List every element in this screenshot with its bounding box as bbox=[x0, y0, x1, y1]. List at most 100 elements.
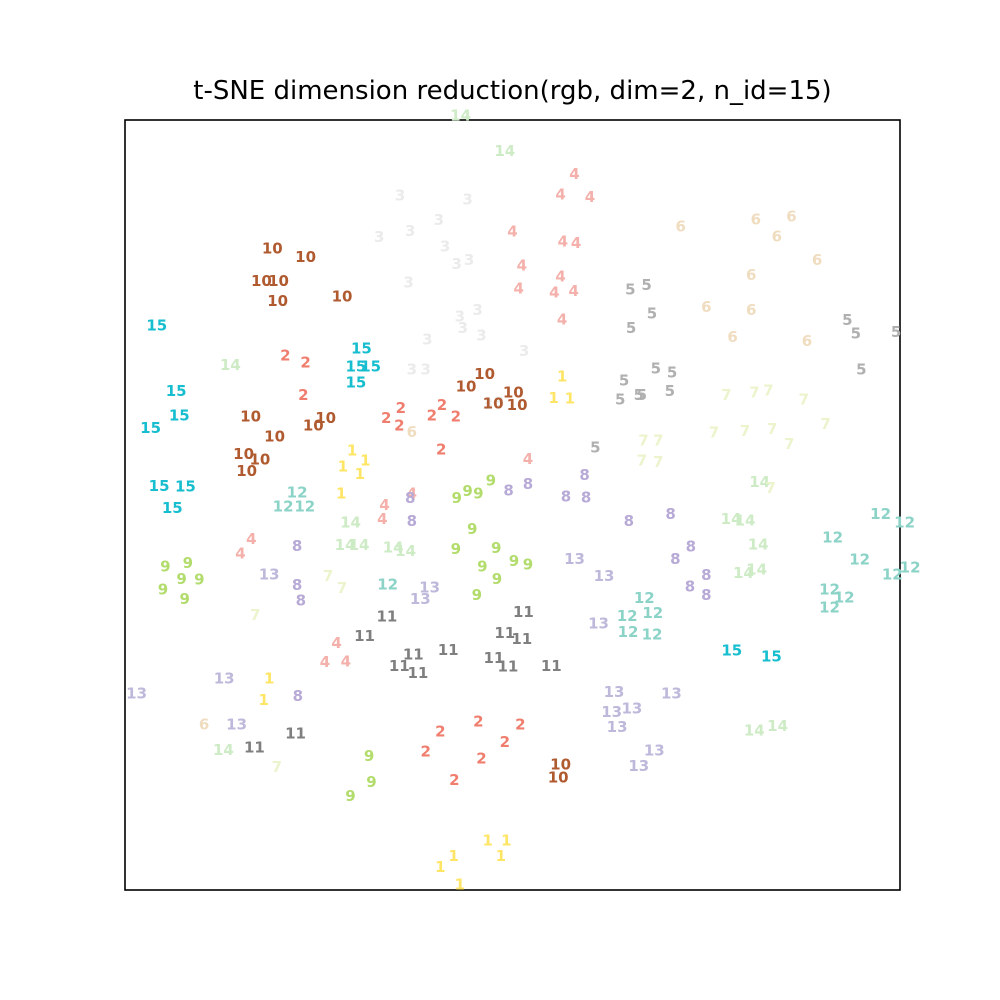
point-label-id-2: 2 bbox=[500, 733, 510, 751]
point-label-id-14: 14 bbox=[748, 535, 769, 553]
point-label-id-3: 3 bbox=[458, 319, 468, 337]
point-label-id-10: 10 bbox=[332, 287, 353, 305]
point-label-id-15: 15 bbox=[360, 357, 381, 375]
point-label-id-7: 7 bbox=[323, 567, 333, 585]
point-label-id-3: 3 bbox=[482, 395, 492, 413]
point-label-id-10: 10 bbox=[267, 292, 288, 310]
point-label-id-15: 15 bbox=[721, 642, 742, 660]
point-label-id-8: 8 bbox=[293, 687, 303, 705]
point-label-id-1: 1 bbox=[501, 832, 511, 850]
point-label-id-13: 13 bbox=[126, 685, 147, 703]
point-label-id-13: 13 bbox=[214, 669, 235, 687]
point-label-id-3: 3 bbox=[407, 361, 417, 379]
point-label-id-3: 3 bbox=[440, 237, 450, 255]
point-label-id-11: 11 bbox=[513, 603, 534, 621]
point-label-id-11: 11 bbox=[403, 645, 424, 663]
point-label-id-15: 15 bbox=[761, 648, 782, 666]
point-label-id-9: 9 bbox=[486, 471, 496, 489]
point-label-id-4: 4 bbox=[585, 188, 595, 206]
point-label-id-11: 11 bbox=[438, 641, 459, 659]
point-label-id-12: 12 bbox=[870, 505, 891, 523]
point-label-id-4: 4 bbox=[331, 634, 341, 652]
point-label-id-9: 9 bbox=[364, 747, 374, 765]
point-label-id-5: 5 bbox=[626, 319, 636, 337]
point-label-id-2: 2 bbox=[437, 396, 447, 414]
point-label-id-2: 2 bbox=[473, 712, 483, 730]
point-label-id-8: 8 bbox=[701, 566, 711, 584]
point-label-id-8: 8 bbox=[405, 489, 415, 507]
point-label-id-9: 9 bbox=[477, 558, 487, 576]
point-label-id-2: 2 bbox=[396, 399, 406, 417]
point-label-id-12: 12 bbox=[377, 575, 398, 593]
point-label-id-5: 5 bbox=[615, 391, 625, 409]
point-label-id-2: 2 bbox=[515, 716, 525, 734]
point-label-id-2: 2 bbox=[436, 441, 446, 459]
point-label-id-12: 12 bbox=[634, 589, 655, 607]
point-label-id-5: 5 bbox=[641, 276, 651, 294]
point-label-id-2: 2 bbox=[394, 417, 404, 435]
point-label-id-3: 3 bbox=[434, 211, 444, 229]
point-label-id-2: 2 bbox=[476, 749, 486, 767]
point-label-id-11: 11 bbox=[376, 608, 397, 626]
point-label-id-13: 13 bbox=[621, 699, 642, 717]
point-label-id-3: 3 bbox=[464, 251, 474, 269]
point-label-id-10: 10 bbox=[249, 451, 270, 469]
point-label-id-10: 10 bbox=[483, 394, 504, 412]
point-label-id-9: 9 bbox=[451, 540, 461, 558]
point-label-id-10: 10 bbox=[507, 396, 528, 414]
point-label-id-11: 11 bbox=[354, 627, 375, 645]
point-label-id-9: 9 bbox=[472, 586, 482, 604]
plot-frame bbox=[124, 119, 901, 891]
point-label-id-4: 4 bbox=[555, 186, 565, 204]
point-label-id-10: 10 bbox=[233, 445, 254, 463]
point-label-id-13: 13 bbox=[410, 590, 431, 608]
point-label-id-1: 1 bbox=[264, 669, 274, 687]
point-label-id-10: 10 bbox=[303, 417, 324, 435]
point-label-id-9: 9 bbox=[158, 581, 168, 599]
point-label-id-1: 1 bbox=[448, 847, 458, 865]
point-label-id-8: 8 bbox=[407, 512, 417, 530]
point-label-id-8: 8 bbox=[561, 488, 571, 506]
point-label-id-10: 10 bbox=[268, 272, 289, 290]
point-label-id-7: 7 bbox=[709, 424, 719, 442]
point-label-id-1: 1 bbox=[338, 458, 348, 476]
point-label-id-15: 15 bbox=[351, 340, 372, 358]
point-label-id-8: 8 bbox=[624, 512, 634, 530]
point-label-id-4: 4 bbox=[235, 545, 245, 563]
point-label-id-4: 4 bbox=[507, 223, 517, 241]
point-label-id-1: 1 bbox=[548, 389, 558, 407]
point-label-id-8: 8 bbox=[665, 505, 675, 523]
point-label-id-5: 5 bbox=[667, 364, 677, 382]
point-label-id-4: 4 bbox=[341, 652, 351, 670]
point-label-id-9: 9 bbox=[183, 554, 193, 572]
point-label-id-7: 7 bbox=[637, 451, 647, 469]
point-label-id-8: 8 bbox=[670, 550, 680, 568]
point-label-id-1: 1 bbox=[557, 367, 567, 385]
point-label-id-10: 10 bbox=[262, 240, 283, 258]
point-label-id-5: 5 bbox=[590, 438, 600, 456]
point-label-id-5: 5 bbox=[637, 386, 647, 404]
point-label-id-4: 4 bbox=[320, 653, 330, 671]
point-label-id-9: 9 bbox=[179, 590, 189, 608]
point-label-id-8: 8 bbox=[685, 578, 695, 596]
point-label-id-13: 13 bbox=[419, 578, 440, 596]
point-label-id-8: 8 bbox=[581, 488, 591, 506]
point-label-id-7: 7 bbox=[767, 420, 777, 438]
point-label-id-3: 3 bbox=[395, 187, 405, 205]
point-label-id-15: 15 bbox=[345, 357, 366, 375]
point-label-id-12: 12 bbox=[822, 528, 843, 546]
point-label-id-3: 3 bbox=[374, 228, 384, 246]
point-label-id-13: 13 bbox=[564, 550, 585, 568]
point-label-id-11: 11 bbox=[494, 624, 515, 642]
point-label-id-13: 13 bbox=[604, 683, 625, 701]
point-label-id-12: 12 bbox=[273, 498, 294, 516]
point-label-id-7: 7 bbox=[820, 415, 830, 433]
point-label-id-1: 1 bbox=[355, 465, 365, 483]
point-label-id-13: 13 bbox=[601, 703, 622, 721]
point-label-id-15: 15 bbox=[146, 317, 167, 335]
point-label-id-2: 2 bbox=[298, 386, 308, 404]
point-label-id-5: 5 bbox=[619, 371, 629, 389]
point-label-id-2: 2 bbox=[451, 407, 461, 425]
point-label-id-6: 6 bbox=[786, 207, 796, 225]
